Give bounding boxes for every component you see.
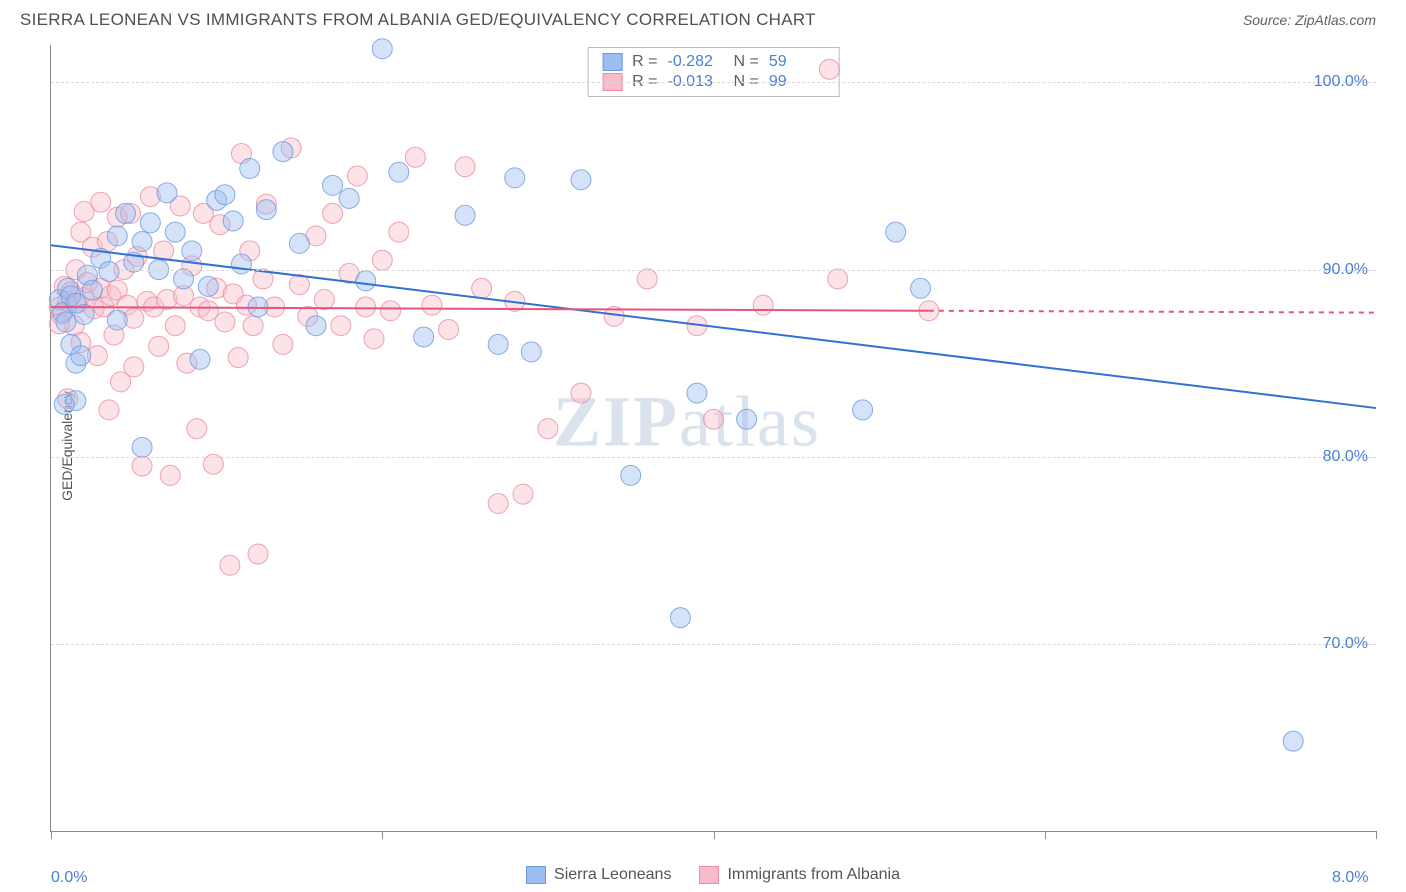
legend-item-albania: Immigrants from Albania <box>699 866 900 884</box>
legend-item-sierra: Sierra Leoneans <box>526 866 671 884</box>
legend-label-sierra: Sierra Leoneans <box>554 866 671 884</box>
chart-header: SIERRA LEONEAN VS IMMIGRANTS FROM ALBANI… <box>0 0 1406 38</box>
swatch-albania-bottom <box>699 866 719 884</box>
y-tick-label: 100.0% <box>1314 73 1368 91</box>
plot-area: ZIPatlas R = -0.282 N = 59 R = -0.013 N … <box>50 45 1376 832</box>
legend-label-albania: Immigrants from Albania <box>727 866 900 884</box>
y-tick-label: 90.0% <box>1323 261 1368 279</box>
y-tick-label: 80.0% <box>1323 448 1368 466</box>
source-label: Source: <box>1243 12 1291 28</box>
source-name: ZipAtlas.com <box>1295 12 1376 28</box>
scatter-svg <box>51 45 1376 831</box>
source-attribution: Source: ZipAtlas.com <box>1243 12 1376 28</box>
chart-title: SIERRA LEONEAN VS IMMIGRANTS FROM ALBANI… <box>20 10 816 30</box>
bottom-legend: Sierra Leoneans Immigrants from Albania <box>50 866 1376 884</box>
swatch-sierra-bottom <box>526 866 546 884</box>
y-tick-label: 70.0% <box>1323 635 1368 653</box>
